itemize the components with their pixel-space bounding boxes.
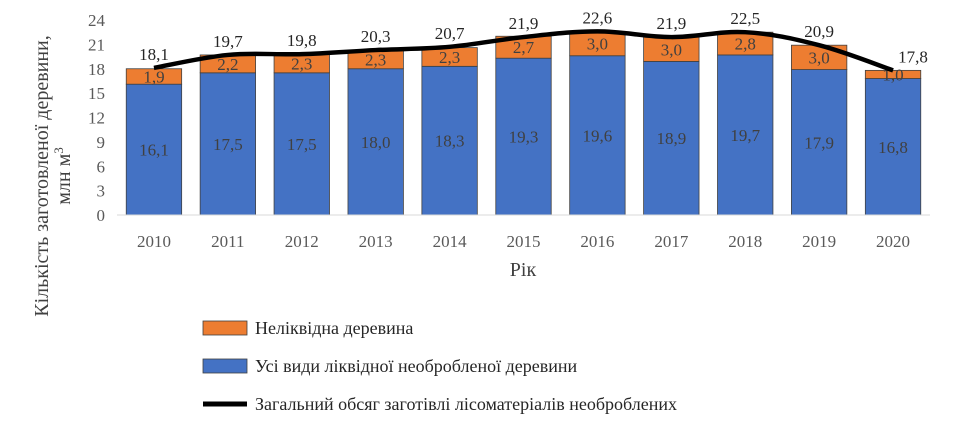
- y-axis-unit-sup: 3: [51, 147, 66, 154]
- bar-nonliquid-label: 3,0: [587, 35, 608, 54]
- bar-liquid-label: 18,3: [435, 132, 465, 151]
- y-tick-label: 6: [97, 157, 106, 176]
- bar-liquid-label: 19,7: [730, 126, 760, 145]
- x-axis-title: Рік: [510, 259, 537, 281]
- y-tick-label: 0: [97, 206, 106, 225]
- y-tick-label: 24: [88, 11, 106, 30]
- y-axis: 0 3 6 9 12 15 18 21 24: [88, 11, 106, 225]
- bar-nonliquid-label: 2,3: [365, 50, 386, 69]
- legend-label: Загальний обсяг заготівлі лісоматеріалів…: [255, 394, 677, 414]
- x-tick-label: 2017: [654, 232, 689, 251]
- bar-liquid: [347, 68, 404, 216]
- x-axis: 2010 2011 2012 2013 2014 2015 2016 2017 2018 2019…: [117, 214, 930, 251]
- bar-liquid: [125, 83, 183, 216]
- bar-liquid-label: 17,9: [804, 133, 834, 152]
- total-line-label: 22,5: [730, 9, 760, 28]
- total-line-label: 19,8: [287, 31, 317, 50]
- total-line-label: 20,3: [361, 27, 391, 46]
- bar-liquid-label: 18,9: [656, 129, 686, 148]
- total-line-label: 21,9: [656, 14, 686, 33]
- bar-nonliquid: [125, 68, 183, 85]
- total-line-label: 19,7: [213, 32, 243, 51]
- bar-liquid-label: 17,5: [287, 135, 317, 154]
- legend-label: Усі види ліквідної необробленої деревини: [255, 356, 578, 376]
- legend: Неліквідна деревина Усі види ліквідної не…: [202, 318, 677, 414]
- x-tick-label: 2010: [137, 232, 171, 251]
- total-line-label: 21,9: [509, 14, 539, 33]
- bar-liquid: [199, 72, 256, 216]
- bar-nonliquid-label: 3,0: [661, 40, 682, 59]
- y-tick-label: 18: [88, 60, 105, 79]
- x-tick-label: 2016: [580, 232, 614, 251]
- x-tick-label: 2018: [728, 232, 762, 251]
- x-tick-label: 2011: [211, 232, 244, 251]
- legend-label: Неліквідна деревина: [255, 318, 413, 338]
- bar-liquid-label: 19,6: [583, 126, 613, 145]
- y-axis-unit-text: млн м: [53, 153, 75, 204]
- bar-liquid-label: 18,0: [361, 133, 391, 152]
- x-tick-label: 2019: [802, 232, 836, 251]
- y-tick-label: 15: [88, 84, 105, 103]
- total-line-label: 20,9: [804, 22, 834, 41]
- x-tick-label: 2012: [285, 232, 319, 251]
- x-tick-label: 2020: [876, 232, 910, 251]
- bar-liquid: [421, 65, 478, 216]
- y-axis-title: Кількість заготовленої деревини,: [31, 35, 53, 316]
- total-line-label: 18,1: [139, 45, 169, 64]
- bar-liquid-label: 16,8: [878, 138, 908, 157]
- bar-nonliquid-label: 2,2: [217, 55, 238, 74]
- legend-swatch: [202, 320, 248, 336]
- bar-nonliquid-label: 2,3: [439, 48, 460, 67]
- bar-liquid-label: 16,1: [139, 141, 169, 160]
- bar-liquid: [791, 69, 848, 216]
- x-tick-label: 2013: [359, 232, 393, 251]
- plot-area: 16,1 17,5 17,5 18,0 18,3 19,3 19,6 18,9 19,7 17,9…: [125, 8, 928, 216]
- total-line-label: 20,7: [435, 24, 465, 43]
- y-tick-label: 3: [97, 182, 106, 201]
- y-tick-label: 21: [88, 35, 105, 54]
- legend-swatch: [202, 358, 248, 374]
- y-tick-label: 12: [88, 109, 105, 128]
- total-line-label: 17,8: [898, 47, 928, 66]
- y-tick-label: 9: [97, 133, 106, 152]
- bar-liquid: [643, 61, 700, 216]
- bar-liquid-label: 17,5: [213, 135, 243, 154]
- total-line-label: 22,6: [583, 8, 613, 27]
- x-tick-label: 2014: [433, 232, 468, 251]
- bar-nonliquid-label: 3,0: [809, 48, 830, 67]
- bar-nonliquid-label: 2,8: [735, 35, 756, 54]
- bar-nonliquid: [643, 36, 700, 62]
- total-line: [153, 29, 894, 73]
- bar-nonliquid-label: 2,7: [513, 38, 535, 57]
- bar-liquid: [864, 78, 922, 216]
- x-tick-label: 2015: [507, 232, 541, 251]
- bar-nonliquid-label: 2,3: [291, 54, 312, 73]
- bar-nonliquid-label: 1,9: [143, 67, 164, 86]
- bar-liquid-label: 19,3: [509, 128, 539, 147]
- y-axis-unit: млн м3: [51, 147, 75, 205]
- bar-liquid: [495, 57, 552, 216]
